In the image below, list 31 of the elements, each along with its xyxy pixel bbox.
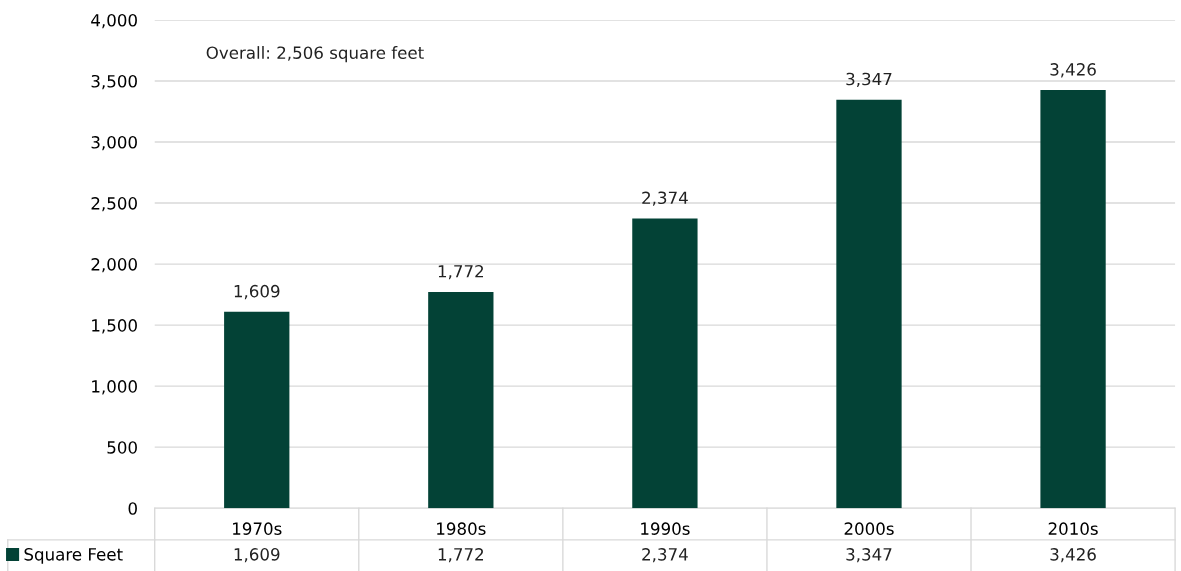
text: 1,609 bbox=[234, 284, 280, 300]
data-label: 1,609 bbox=[234, 548, 280, 563]
bar bbox=[224, 311, 290, 509]
data-label: 1,772 bbox=[438, 548, 484, 563]
data-label: 3,426 bbox=[1050, 548, 1096, 563]
text: 1,772 bbox=[438, 264, 484, 280]
data-label: 2,374 bbox=[642, 548, 688, 563]
y-tick-label: 1,500 bbox=[92, 319, 137, 334]
annotation: Overall: 2,506 square feet bbox=[206, 46, 424, 63]
data-label: 3,347 bbox=[846, 548, 892, 563]
bar bbox=[428, 291, 494, 509]
x-tick-label: 2010s bbox=[1048, 522, 1098, 535]
y-tick-label: 4,000 bbox=[91, 13, 137, 29]
x-tick-label: 2000s bbox=[844, 522, 894, 535]
x-tick-label: 1980s bbox=[437, 522, 486, 535]
legend-label: Square Feet bbox=[24, 548, 123, 564]
y-tick-label: 3,000 bbox=[91, 136, 137, 151]
y-tick-label: 2,000 bbox=[91, 258, 137, 273]
bar bbox=[836, 99, 902, 509]
text: 3,426 bbox=[1050, 63, 1096, 78]
y-tick-label: 1,000 bbox=[92, 380, 137, 395]
x-tick-label: 1970s bbox=[233, 522, 282, 535]
y-tick-label: 2,500 bbox=[91, 197, 137, 212]
bar bbox=[1040, 90, 1106, 509]
bar bbox=[632, 218, 698, 509]
y-tick-label: 500 bbox=[107, 441, 137, 454]
y-tick-label: 0 bbox=[128, 502, 137, 515]
x-tick-label: 1990s bbox=[641, 522, 690, 535]
y-tick-label: 3,500 bbox=[91, 74, 137, 90]
text: 2,374 bbox=[642, 191, 688, 206]
text: 3,347 bbox=[846, 72, 892, 88]
